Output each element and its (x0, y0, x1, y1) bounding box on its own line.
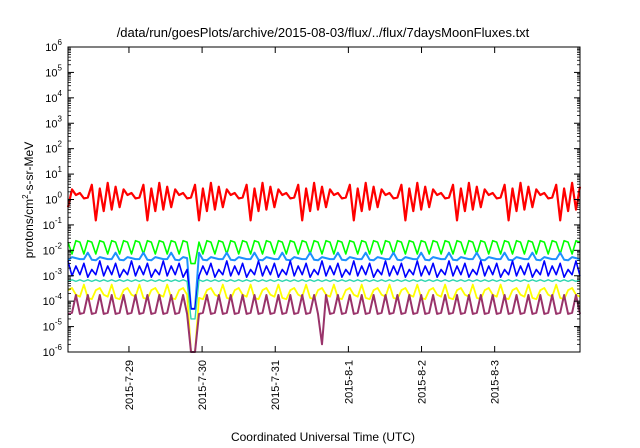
x-axis-label: Coordinated Universal Time (UTC) (231, 430, 415, 444)
series-line (67, 260, 581, 310)
y-axis-label-rest: -s-sr-MeV (22, 142, 36, 195)
y-tick-exp: 0 (58, 191, 63, 200)
y-tick-exp: -3 (55, 267, 63, 276)
x-tick-label: 2015-8-3 (490, 360, 502, 404)
y-tick-label: 10-1 (43, 216, 63, 232)
y-axis-label-sup: 2 (21, 194, 30, 199)
series-line (67, 239, 581, 265)
y-tick-exp: 1 (58, 165, 63, 174)
y-tick-exp: -5 (55, 318, 63, 327)
y-tick-label: 10-5 (43, 318, 63, 334)
y-tick-base: 10 (45, 67, 57, 79)
y-tick-base: 10 (43, 245, 55, 257)
y-axis-label: protons/cm2-s-sr-MeV (21, 142, 36, 258)
x-ticks: 2015-7-29 2015-7-30 2015-7-31 2015-8-1 2015-… (124, 47, 502, 410)
y-tick-base: 10 (43, 271, 55, 283)
y-tick-label: 10-4 (43, 292, 63, 308)
series-line (67, 283, 581, 353)
y-tick-base: 10 (43, 347, 55, 359)
series-line (66, 181, 582, 222)
y-tick-base: 10 (43, 220, 55, 232)
x-tick-label: 2015-7-29 (124, 360, 136, 410)
y-tick-label: 105 (45, 63, 62, 79)
x-tick-label: 2015-7-31 (270, 360, 282, 410)
y-tick-base: 10 (43, 322, 55, 334)
y-tick-exp: -6 (55, 343, 63, 352)
y-tick-label: 106 (45, 38, 62, 54)
plot-frame (67, 46, 581, 353)
y-tick-label: 104 (45, 89, 62, 105)
y-tick-exp: -1 (55, 216, 63, 225)
y-tick-label: 101 (45, 165, 62, 181)
series-layer (66, 181, 582, 353)
y-tick-exp: 5 (58, 63, 63, 72)
y-tick-exp: 6 (58, 38, 63, 47)
y-tick-base: 10 (45, 93, 57, 105)
y-ticks: 10-610-510-410-310-210-11001011021031041… (43, 38, 580, 359)
y-tick-base: 10 (45, 42, 57, 54)
y-tick-exp: 4 (58, 89, 63, 98)
y-tick-base: 10 (43, 296, 55, 308)
chart-title: /data/run/goesPlots/archive/2015-08-03/f… (117, 25, 530, 40)
y-tick-exp: -2 (55, 241, 63, 250)
y-tick-label: 102 (45, 140, 62, 156)
y-tick-base: 10 (45, 169, 57, 181)
x-tick-label: 2015-8-2 (417, 360, 429, 404)
series-line (67, 251, 581, 310)
y-tick-exp: -4 (55, 292, 63, 301)
y-tick-label: 10-3 (43, 267, 63, 283)
y-tick-label: 100 (45, 191, 62, 207)
y-tick-base: 10 (45, 144, 57, 156)
y-tick-exp: 3 (58, 114, 63, 123)
y-tick-base: 10 (45, 195, 57, 207)
x-tick-label: 2015-7-30 (197, 360, 209, 410)
y-tick-base: 10 (45, 118, 57, 130)
x-tick-label: 2015-8-1 (343, 360, 355, 404)
series-line (67, 294, 581, 353)
y-tick-label: 10-6 (43, 343, 63, 359)
y-tick-exp: 2 (58, 140, 63, 149)
y-tick-label: 10-2 (43, 241, 63, 257)
y-tick-label: 103 (45, 114, 62, 130)
y-axis-label-base: protons/cm (22, 199, 36, 258)
svg-text:protons/cm2-s-sr-MeV: protons/cm2-s-sr-MeV (21, 142, 36, 258)
series-line (67, 279, 581, 320)
